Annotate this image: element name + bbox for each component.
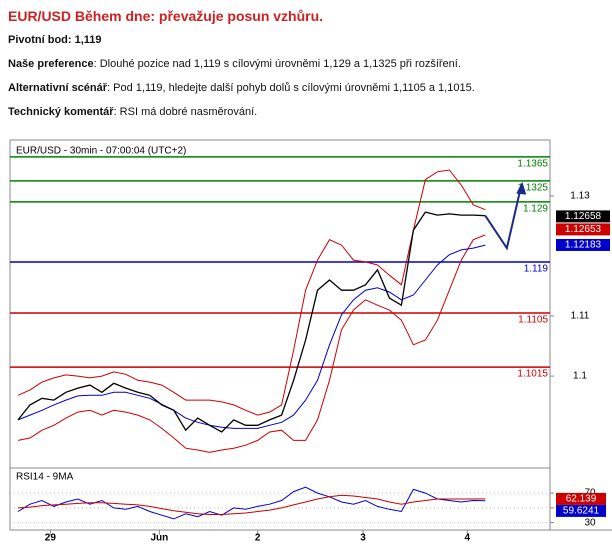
level-label: 1.129 bbox=[523, 204, 548, 215]
y-tick-label: 1.1 bbox=[573, 371, 587, 382]
rsi-tick-label: 30 bbox=[584, 517, 596, 528]
paragraph: Alternativní scénář: Pod 1,119, hledejte… bbox=[8, 76, 608, 100]
price-tag bbox=[556, 223, 610, 236]
level-label: 1.1325 bbox=[517, 182, 548, 193]
paragraph-text: : Pod 1,119, hledejte další pohyb dolů s… bbox=[107, 82, 475, 94]
paragraph-label: Alternativní scénář bbox=[8, 82, 108, 94]
paragraph: Pivotní bod: 1,119 bbox=[8, 28, 608, 52]
paragraph-text: : Dlouhé pozice nad 1,119 s cílovými úro… bbox=[93, 58, 461, 70]
lower-band-line bbox=[17, 234, 486, 453]
ma-line bbox=[17, 244, 486, 429]
rsi-line bbox=[17, 494, 486, 515]
paragraph: Technický komentář: RSI má dobré nasměro… bbox=[8, 100, 608, 124]
header: EUR/USD Během dne: převažuje posun vzhůr… bbox=[8, 0, 608, 124]
level-label: 1.1015 bbox=[517, 369, 548, 380]
headline: EUR/USD Během dne: převažuje posun vzhůr… bbox=[8, 8, 324, 24]
price-tag-label: 1.12653 bbox=[565, 224, 602, 235]
y-tick-label: 1.11 bbox=[571, 311, 590, 322]
rsi-tag-label: 62.139 bbox=[566, 494, 597, 505]
paragraph: Naše preference: Dlouhé pozice nad 1,119… bbox=[8, 52, 608, 76]
paragraph-label: Pivotní bod bbox=[8, 34, 68, 46]
level-label: 1.1105 bbox=[518, 315, 548, 326]
y-tick-label: 1.13 bbox=[570, 191, 590, 202]
x-tick-label: 4 bbox=[465, 533, 471, 544]
paragraph-text: : 1,119 bbox=[67, 34, 102, 46]
rsi-tag bbox=[556, 504, 606, 517]
x-tick-label: 3 bbox=[360, 533, 366, 544]
chart-title: EUR/USD - 30min - 07:00:04 (UTC+2) bbox=[16, 146, 186, 157]
price-tag-label: 1.12183 bbox=[565, 240, 602, 251]
level-label: 1.119 bbox=[524, 264, 549, 275]
x-tick-label: Jun bbox=[150, 533, 168, 544]
paragraph-label: Naše preference bbox=[8, 58, 94, 70]
forecast-line bbox=[484, 185, 523, 251]
x-tick-label: 2 bbox=[255, 533, 261, 544]
price-tag bbox=[556, 238, 610, 251]
paragraph-label: Technický komentář bbox=[8, 106, 114, 118]
rsi-tag-label: 59.6241 bbox=[563, 506, 600, 517]
price-line bbox=[17, 211, 486, 433]
x-tick-label: 29 bbox=[45, 533, 57, 544]
price-tag bbox=[556, 210, 610, 223]
forecast-arrowhead bbox=[516, 181, 527, 195]
paragraph-text: : RSI má dobré nasměrování. bbox=[113, 106, 258, 118]
rsi-title: RSI14 - 9MA bbox=[16, 472, 74, 483]
level-label: 1.1365 bbox=[517, 158, 548, 169]
upper-band-line bbox=[17, 169, 486, 416]
rsi-tag bbox=[556, 492, 606, 505]
price-tag-label: 1.12658 bbox=[565, 211, 602, 222]
